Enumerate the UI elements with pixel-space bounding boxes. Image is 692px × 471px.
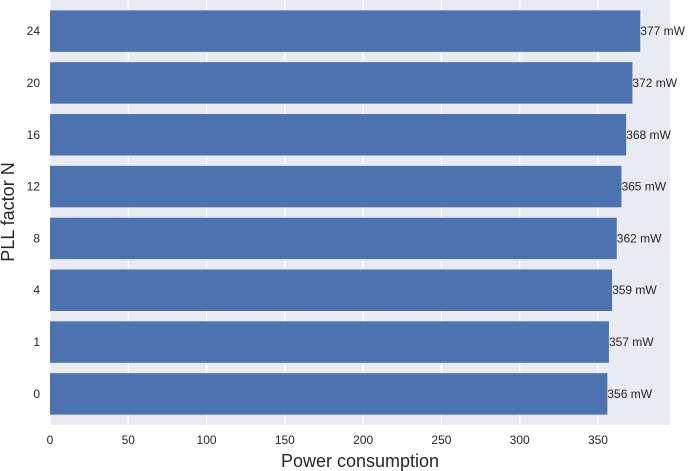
x-tick-label: 300 <box>510 433 530 447</box>
bar <box>50 321 609 363</box>
y-tick-label: 1 <box>33 335 40 349</box>
x-tick-label: 200 <box>353 433 373 447</box>
bar <box>50 114 627 156</box>
bar <box>50 269 613 311</box>
y-tick-label: 12 <box>27 180 41 194</box>
bar-value-label: 359 mW <box>612 283 657 297</box>
bar-value-label: 362 mW <box>617 231 662 245</box>
y-tick-label: 8 <box>33 231 40 245</box>
x-tick-labels: 0 50 100 150 200 250 300 350 <box>47 433 609 447</box>
data-labels: 356 mW 357 mW 359 mW 362 mW 365 mW 368 mW 372 … <box>607 24 685 401</box>
bar-value-label: 365 mW <box>621 180 666 194</box>
bar <box>50 62 633 104</box>
bar <box>50 10 641 52</box>
x-tick-label: 250 <box>431 433 451 447</box>
bar-value-label: 356 mW <box>607 387 652 401</box>
y-tick-label: 0 <box>33 387 40 401</box>
x-tick-label: 150 <box>275 433 295 447</box>
y-tick-label: 4 <box>33 283 40 297</box>
x-tick-label: 0 <box>47 433 54 447</box>
bar-value-label: 368 mW <box>626 128 671 142</box>
bar-value-label: 357 mW <box>609 335 654 349</box>
x-axis-title: Power consumption <box>281 451 439 471</box>
x-tick-label: 50 <box>122 433 136 447</box>
y-tick-label: 20 <box>27 76 41 90</box>
bar <box>50 165 622 208</box>
y-axis-title: PLL factor N <box>0 162 18 261</box>
bar-value-label: 377 mW <box>640 24 685 38</box>
bar-value-label: 372 mW <box>632 76 677 90</box>
x-tick-label: 100 <box>197 433 217 447</box>
y-tick-label: 16 <box>27 128 41 142</box>
bar <box>50 373 608 415</box>
bars <box>50 10 641 415</box>
y-tick-label: 24 <box>27 24 41 38</box>
x-tick-label: 350 <box>588 433 608 447</box>
y-tick-labels: 0 1 4 8 12 16 20 24 <box>27 24 41 401</box>
bar <box>50 217 617 260</box>
